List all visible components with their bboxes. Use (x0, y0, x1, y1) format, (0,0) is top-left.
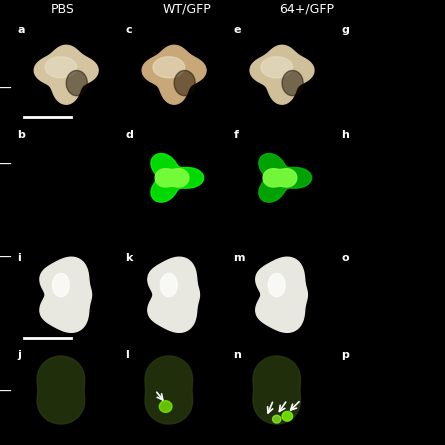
Polygon shape (37, 356, 85, 424)
Polygon shape (261, 57, 293, 78)
Text: n: n (234, 350, 241, 360)
Text: b: b (18, 130, 25, 141)
Polygon shape (160, 273, 177, 297)
Text: —: — (0, 158, 11, 172)
Polygon shape (148, 257, 199, 332)
Polygon shape (34, 45, 98, 104)
Text: PBS: PBS (50, 3, 74, 16)
Text: d: d (125, 130, 134, 141)
Polygon shape (253, 356, 300, 424)
Text: k: k (125, 253, 133, 263)
Polygon shape (263, 169, 297, 187)
Polygon shape (174, 70, 195, 96)
Text: m: m (234, 253, 245, 263)
Polygon shape (45, 57, 77, 78)
Polygon shape (66, 70, 87, 96)
Polygon shape (256, 257, 307, 332)
Polygon shape (40, 257, 92, 332)
Polygon shape (282, 411, 293, 421)
Polygon shape (53, 273, 69, 297)
Polygon shape (268, 273, 285, 297)
Polygon shape (259, 154, 312, 202)
Polygon shape (155, 169, 189, 187)
Text: a: a (18, 25, 25, 35)
Text: j: j (18, 350, 21, 360)
Polygon shape (145, 356, 193, 424)
Polygon shape (272, 415, 281, 423)
Text: —: — (0, 384, 11, 399)
Text: c: c (125, 25, 132, 35)
Text: f: f (234, 130, 239, 141)
Polygon shape (142, 45, 206, 104)
Polygon shape (282, 70, 303, 96)
Polygon shape (250, 45, 314, 104)
Text: o: o (341, 253, 349, 263)
Text: h: h (341, 130, 349, 141)
Polygon shape (153, 57, 185, 78)
Polygon shape (159, 400, 172, 413)
Text: WT/GFP: WT/GFP (162, 3, 211, 16)
Polygon shape (151, 154, 204, 202)
Text: 64+/GFP: 64+/GFP (279, 3, 335, 16)
Text: g: g (341, 25, 349, 35)
Text: —: — (0, 251, 11, 265)
Text: i: i (18, 253, 21, 263)
Text: l: l (125, 350, 129, 360)
Text: —: — (0, 82, 11, 96)
Text: p: p (341, 350, 349, 360)
Text: e: e (234, 25, 241, 35)
